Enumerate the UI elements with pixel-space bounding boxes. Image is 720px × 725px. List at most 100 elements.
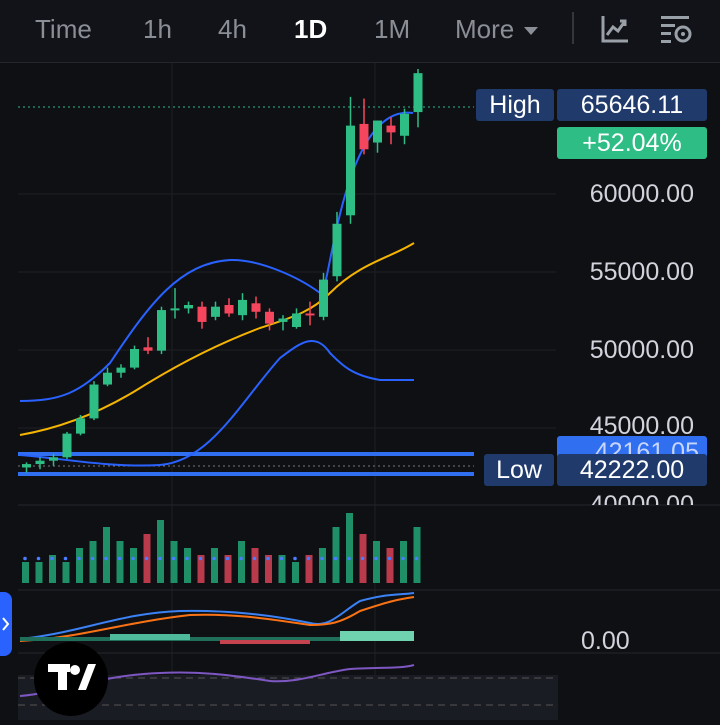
candle-body	[413, 73, 423, 113]
volume-bar	[62, 562, 70, 583]
volume-bar	[386, 548, 394, 583]
volume-ma-dot	[23, 556, 27, 561]
candle-body	[292, 313, 301, 327]
volume-ma-dot	[252, 556, 257, 561]
tradingview-logo	[34, 642, 108, 716]
volume-bar	[400, 541, 407, 583]
volume-bar	[116, 541, 124, 583]
volume-ma-dot	[293, 556, 297, 561]
volume-ma-dot	[333, 556, 338, 561]
volume-ma-dot	[320, 556, 324, 561]
volume-bar	[278, 555, 286, 583]
volume-bar	[22, 562, 29, 583]
price-label-45000: 45000.00	[589, 412, 694, 440]
candle-body	[238, 299, 247, 316]
candle-body	[62, 433, 72, 458]
chart-settings-icon[interactable]	[658, 12, 692, 46]
volume-bar	[319, 548, 326, 583]
price-label-40000: 40000.00	[589, 491, 694, 505]
candle-body	[346, 125, 355, 216]
volume-ma-dot	[347, 556, 351, 561]
candle-body	[22, 464, 31, 468]
volume-bar	[251, 548, 259, 583]
low-value: 42222.00	[557, 454, 707, 486]
tradingview-icon	[48, 664, 96, 690]
volume-ma-dot	[144, 556, 149, 561]
candle-body	[197, 306, 207, 322]
volume-ma-dot	[36, 556, 41, 561]
bollinger-upper	[19, 111, 414, 402]
volume-ma-dot	[414, 556, 419, 561]
candle-body	[184, 305, 193, 309]
volume-ma-dot	[225, 556, 230, 561]
signal-line	[19, 596, 415, 642]
tab-1d[interactable]: 1D	[294, 14, 328, 44]
candle-body	[224, 305, 234, 314]
macd-zero-label: 0.00	[581, 627, 630, 655]
volume-bar	[224, 555, 232, 583]
tab-4h[interactable]: 4h	[218, 14, 247, 44]
price-label-60000: 60000.00	[589, 180, 694, 208]
timeframe-toolbar: Time 1h 4h 1D 1M More	[0, 0, 720, 63]
volume-ma-dot	[266, 556, 270, 561]
tab-1m[interactable]: 1M	[374, 14, 411, 44]
volume-bar	[170, 541, 178, 583]
volume-ma-dot	[374, 556, 378, 561]
volume-bar	[305, 555, 313, 583]
volume-ma-dot	[158, 556, 162, 561]
indicator-icon[interactable]	[598, 12, 632, 46]
price-label-55000: 55000.00	[589, 258, 694, 286]
high-value: 65646.11	[557, 89, 707, 121]
low-label: Low	[484, 454, 554, 486]
candle-body	[76, 418, 85, 434]
candle-body	[251, 303, 261, 312]
volume-ma-dot	[212, 556, 216, 561]
volume-ma-dot	[387, 556, 392, 561]
volume-bar	[89, 541, 97, 583]
volume-bar	[76, 548, 83, 583]
volume-bar	[157, 520, 164, 583]
volume-bar	[130, 548, 137, 583]
volume-bar	[373, 541, 380, 583]
candle-body	[319, 279, 328, 317]
volume-bar	[413, 527, 421, 583]
collapse-handle[interactable]	[0, 592, 12, 656]
volume-bar	[49, 555, 56, 583]
volume-ma-dot	[117, 556, 122, 561]
volume-ma-dot	[239, 556, 243, 561]
chart-area[interactable]: 60000.00 55000.00 50000.00 45000.00 4000…	[0, 63, 720, 720]
volume-ma-dot	[131, 556, 135, 561]
volume-ma-dot	[185, 556, 189, 561]
volume-ma-dot	[90, 556, 95, 561]
volume-ma-dot	[50, 556, 54, 561]
tab-time[interactable]: Time	[35, 14, 92, 44]
candle-body	[400, 113, 409, 136]
volume-ma-dot	[198, 556, 203, 561]
high-label: High	[476, 89, 554, 121]
volume-bar	[184, 548, 191, 583]
volume-bar	[103, 527, 110, 583]
tab-more[interactable]: More	[455, 14, 539, 45]
candle-body	[130, 349, 139, 368]
volume-bar	[265, 555, 272, 583]
candle-body	[103, 372, 112, 385]
volume-ma-dot	[279, 556, 284, 561]
candle-body	[35, 460, 45, 465]
tab-1h[interactable]: 1h	[143, 14, 172, 44]
candle-body	[157, 310, 166, 351]
volume-bar	[211, 548, 218, 583]
candle-body	[373, 120, 382, 143]
macd-histogram	[20, 631, 414, 644]
candle-body	[211, 306, 220, 317]
volume-ma-dot	[171, 556, 176, 561]
candle-body	[386, 125, 396, 133]
more-label: More	[455, 14, 515, 44]
volume-bar	[292, 562, 299, 583]
volume-bar	[346, 513, 353, 583]
candle-body	[332, 223, 342, 277]
price-chart[interactable]	[0, 63, 720, 720]
price-label-50000: 50000.00	[589, 336, 694, 364]
bollinger-lower	[19, 340, 414, 467]
volume-ma-dot	[401, 556, 405, 561]
volume-ma-dot	[63, 556, 68, 561]
